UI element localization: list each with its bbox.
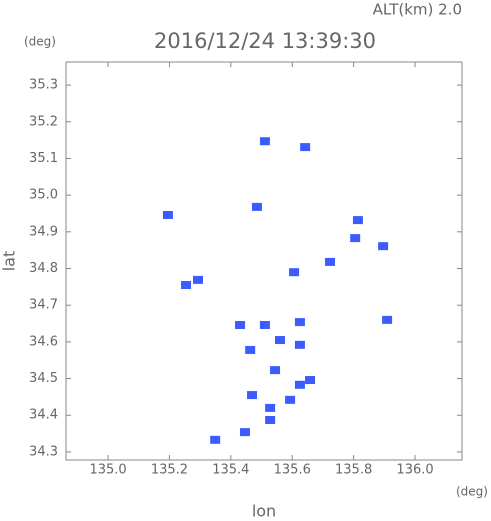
x-tick-label: 135.2 bbox=[151, 463, 188, 478]
y-tick-label: 35.1 bbox=[29, 151, 58, 166]
y-tick-label: 35.0 bbox=[29, 188, 58, 203]
y-unit: (deg) bbox=[24, 35, 56, 49]
echo-cell bbox=[245, 345, 256, 354]
echo-cell bbox=[265, 416, 276, 425]
y-tick-label: 34.9 bbox=[29, 224, 58, 239]
echo-cell bbox=[239, 428, 250, 437]
echo-cell bbox=[305, 376, 316, 385]
echo-cell bbox=[235, 321, 246, 330]
x-tick-label: 135.4 bbox=[212, 463, 249, 478]
x-tick-label: 135.8 bbox=[335, 463, 372, 478]
y-tick-label: 35.2 bbox=[29, 114, 58, 129]
echo-cell bbox=[210, 435, 221, 444]
y-tick-label: 34.3 bbox=[29, 444, 58, 459]
y-tick-label: 34.4 bbox=[29, 408, 58, 423]
x-tick-label: 135.0 bbox=[89, 463, 126, 478]
echo-cell bbox=[285, 395, 296, 404]
y-tick-label: 34.7 bbox=[29, 298, 58, 313]
echo-cell bbox=[265, 403, 276, 412]
echo-cell bbox=[259, 137, 270, 146]
y-label: lat bbox=[0, 251, 19, 272]
x-tick-label: 135.6 bbox=[274, 463, 311, 478]
echo-cell bbox=[350, 234, 361, 243]
echo-cell bbox=[294, 318, 305, 327]
plot-frame bbox=[65, 61, 463, 461]
chart-title: 2016/12/24 13:39:30 bbox=[154, 29, 376, 53]
echo-cell bbox=[300, 143, 311, 152]
echo-cell bbox=[294, 380, 305, 389]
echo-cell bbox=[247, 391, 258, 400]
x-label: lon bbox=[252, 502, 276, 521]
echo-cell bbox=[270, 366, 281, 375]
y-tick-label: 34.5 bbox=[29, 371, 58, 386]
echo-cell bbox=[251, 202, 262, 211]
echo-cell bbox=[193, 275, 203, 284]
echo-cell bbox=[274, 336, 285, 345]
altitude: ALT(km) 2.0 bbox=[373, 1, 462, 19]
y-tick-label: 34.6 bbox=[29, 334, 58, 349]
echo-cell bbox=[294, 340, 305, 349]
echo-cell bbox=[382, 315, 393, 324]
echo-cell bbox=[325, 257, 335, 266]
echo-cell bbox=[289, 268, 300, 277]
echo-cell bbox=[162, 210, 173, 219]
echo-cell bbox=[259, 321, 270, 330]
x-unit: (deg) bbox=[456, 485, 488, 499]
x-tick-label: 136.0 bbox=[396, 463, 433, 478]
echo-cell bbox=[352, 216, 363, 225]
echo-cell bbox=[378, 242, 389, 251]
echo-cell bbox=[181, 281, 192, 290]
y-tick-label: 35.3 bbox=[29, 78, 58, 93]
y-tick-label: 34.8 bbox=[29, 261, 58, 276]
